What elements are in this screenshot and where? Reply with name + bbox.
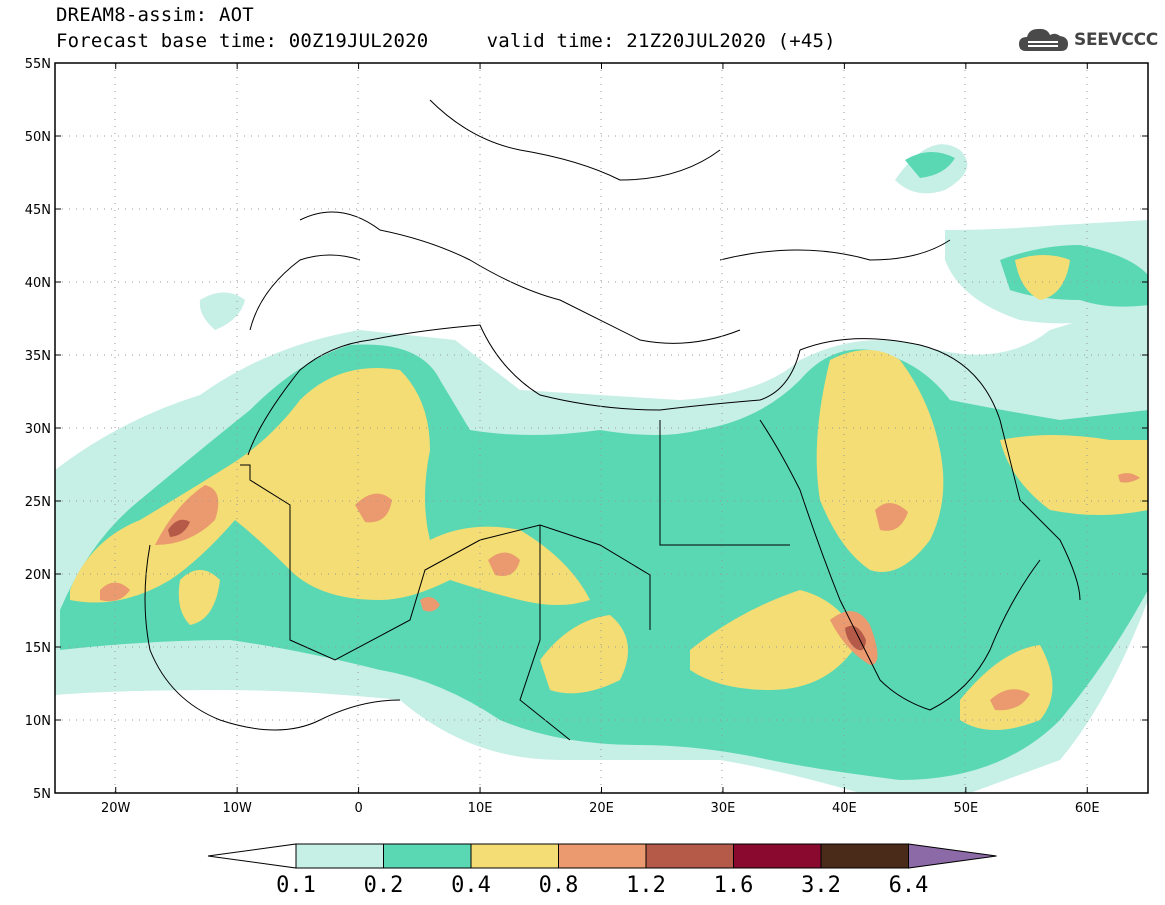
lon-tick-label: 40E	[832, 801, 857, 816]
lat-tick-label: 30N	[25, 422, 51, 437]
aot-level-0.8	[488, 552, 520, 576]
cloud-icon	[1019, 28, 1068, 51]
logo-text: SEEVCCC	[1074, 30, 1158, 50]
aot-level-0.4	[178, 570, 220, 625]
colorbar-level-label: 1.6	[714, 873, 754, 898]
seevccc-logo: SEEVCCC	[1018, 24, 1158, 56]
aot-level-0.4	[1015, 255, 1070, 300]
colorbar-level-label: 3.2	[801, 873, 841, 898]
lat-tick-label: 25N	[25, 495, 51, 510]
colorbar-under-arrow	[207, 843, 297, 869]
aot-level-0.2	[905, 151, 955, 178]
lat-tick-label: 20N	[25, 568, 51, 583]
latitude-axis: 5N 10N 15N 20N 25N 30N 35N 40N 45N 50N 55N	[25, 57, 1148, 802]
forecast-time-label: Forecast base time: 00Z19JUL2020 valid t…	[56, 30, 836, 52]
aot-level-0.4	[1000, 435, 1148, 515]
aot-level-0.4	[960, 645, 1053, 730]
colorbar-swatch	[383, 843, 472, 869]
map-title: DREAM8-assim: AOT	[56, 4, 254, 26]
colorbar-swatch	[295, 843, 384, 869]
lat-tick-label: 40N	[25, 276, 51, 291]
colorbar-level-label: 0.8	[539, 873, 579, 898]
aot-level-0.8	[1118, 473, 1140, 483]
colorbar-swatch	[558, 843, 647, 869]
lat-tick-label: 35N	[25, 349, 51, 364]
colorbar-level-label: 0.1	[276, 873, 316, 898]
colorbar: 0.1 0.2 0.4 0.8 1.2 1.6 3.2 6.4	[207, 843, 997, 898]
colorbar-level-label: 0.2	[364, 873, 404, 898]
lon-tick-label: 50E	[953, 801, 978, 816]
aot-level-0.8	[990, 689, 1030, 711]
lon-tick-label: 10W	[222, 801, 252, 816]
colorbar-swatch	[645, 843, 734, 869]
longitude-axis: 20W 10W 0 10E 20E 30E 40E 50E 60E	[101, 63, 1100, 816]
lat-tick-label: 55N	[25, 57, 51, 72]
aot-level-1.2	[845, 625, 866, 651]
aot-level-0.4	[540, 615, 628, 694]
aot-level-0.8	[420, 596, 440, 612]
aot-level-0.4	[690, 590, 860, 690]
colorbar-level-label: 1.2	[626, 873, 666, 898]
colorbar-over-arrow	[908, 843, 997, 869]
aot-level-0.8	[355, 493, 392, 523]
lat-tick-label: 15N	[25, 641, 51, 656]
lon-tick-label: 10E	[468, 801, 493, 816]
aot-level-0.8	[100, 582, 130, 602]
colorbar-swatch	[733, 843, 822, 869]
aot-level-0.4	[70, 368, 590, 605]
aot-level-0.1	[199, 292, 245, 330]
lon-tick-label: 60E	[1075, 801, 1100, 816]
lon-tick-label: 20E	[589, 801, 614, 816]
aot-level-1.2	[168, 519, 190, 537]
lat-tick-label: 45N	[25, 203, 51, 218]
lon-tick-label: 20W	[101, 801, 131, 816]
aot-level-0.4	[816, 350, 944, 572]
lat-tick-label: 5N	[33, 787, 51, 802]
graticule	[55, 63, 1148, 793]
lat-tick-label: 10N	[25, 714, 51, 729]
lon-tick-label: 0	[354, 801, 362, 816]
colorbar-swatch	[470, 843, 559, 869]
colorbar-level-label: 6.4	[889, 873, 929, 898]
colorbar-level-label: 0.4	[451, 873, 491, 898]
aot-level-0.8	[875, 502, 908, 531]
lat-tick-label: 50N	[25, 130, 51, 145]
lon-tick-label: 30E	[711, 801, 736, 816]
colorbar-swatch	[820, 843, 909, 869]
